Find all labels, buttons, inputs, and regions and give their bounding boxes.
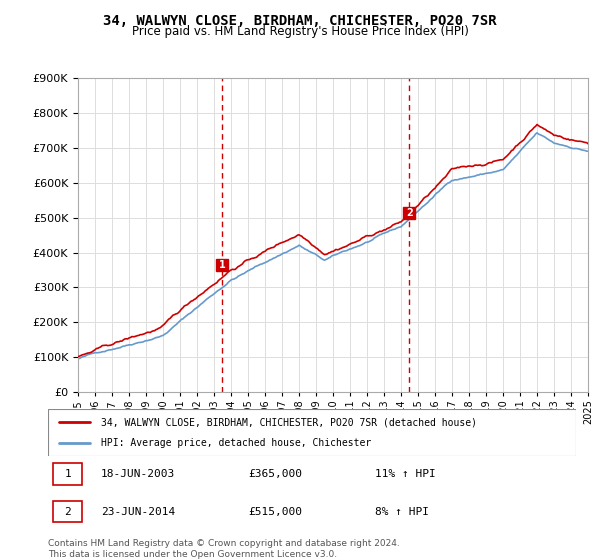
Text: 2: 2 <box>406 208 413 217</box>
FancyBboxPatch shape <box>53 501 82 522</box>
Text: 34, WALWYN CLOSE, BIRDHAM, CHICHESTER, PO20 7SR (detached house): 34, WALWYN CLOSE, BIRDHAM, CHICHESTER, P… <box>101 417 477 427</box>
Text: This data is licensed under the Open Government Licence v3.0.: This data is licensed under the Open Gov… <box>48 550 337 559</box>
Text: 18-JUN-2003: 18-JUN-2003 <box>101 469 175 479</box>
Text: 23-JUN-2014: 23-JUN-2014 <box>101 507 175 517</box>
Text: Price paid vs. HM Land Registry's House Price Index (HPI): Price paid vs. HM Land Registry's House … <box>131 25 469 38</box>
FancyBboxPatch shape <box>48 409 576 456</box>
Text: £515,000: £515,000 <box>248 507 302 517</box>
Text: 1: 1 <box>218 260 225 270</box>
Text: 1: 1 <box>64 469 71 479</box>
FancyBboxPatch shape <box>53 463 82 485</box>
Text: 34, WALWYN CLOSE, BIRDHAM, CHICHESTER, PO20 7SR: 34, WALWYN CLOSE, BIRDHAM, CHICHESTER, P… <box>103 14 497 28</box>
Text: 8% ↑ HPI: 8% ↑ HPI <box>376 507 430 517</box>
Text: 11% ↑ HPI: 11% ↑ HPI <box>376 469 436 479</box>
Text: Contains HM Land Registry data © Crown copyright and database right 2024.: Contains HM Land Registry data © Crown c… <box>48 539 400 548</box>
Text: HPI: Average price, detached house, Chichester: HPI: Average price, detached house, Chic… <box>101 438 371 448</box>
Text: 2: 2 <box>64 507 71 517</box>
Text: £365,000: £365,000 <box>248 469 302 479</box>
